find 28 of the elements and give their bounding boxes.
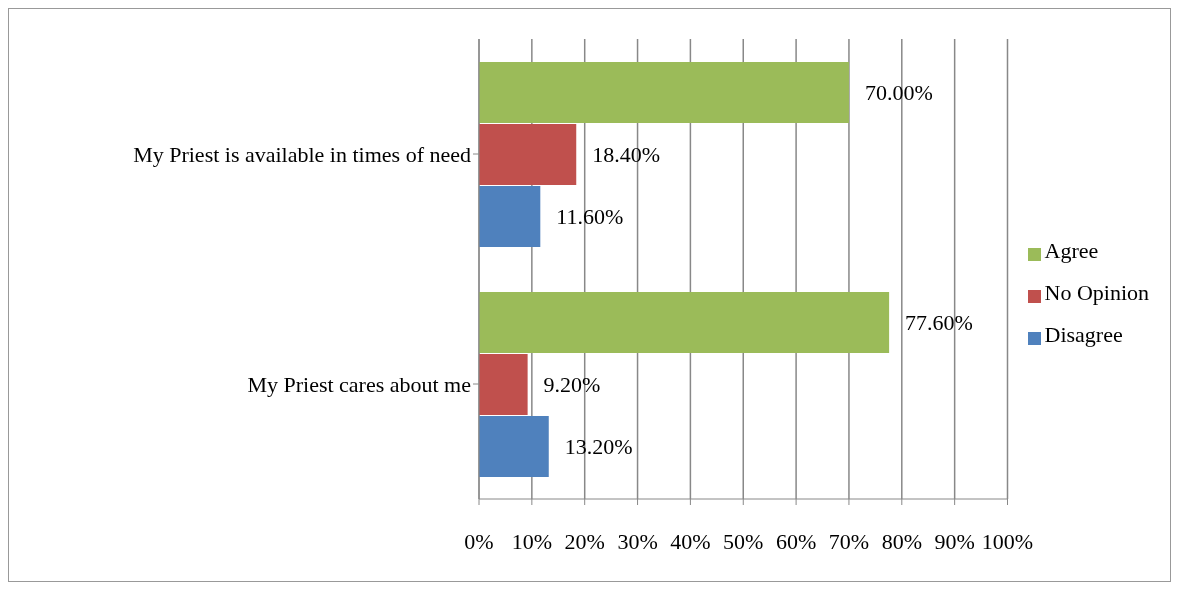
x-tick-label: 30% bbox=[617, 528, 658, 554]
x-tick-label: 100% bbox=[981, 528, 1034, 554]
data-label: 11.60% bbox=[556, 204, 624, 230]
bar bbox=[479, 292, 890, 353]
bar bbox=[479, 62, 849, 123]
data-label: 18.40% bbox=[592, 142, 661, 168]
x-tick-label: 10% bbox=[511, 528, 553, 554]
data-label: 77.60% bbox=[905, 310, 973, 336]
x-tick-label: 70% bbox=[828, 528, 870, 554]
x-tick-label: 0% bbox=[464, 528, 494, 554]
data-label: 9.20% bbox=[543, 372, 601, 398]
x-tick-label: 80% bbox=[881, 528, 922, 554]
bar bbox=[479, 354, 528, 415]
x-tick-label: 40% bbox=[670, 528, 711, 554]
x-tick-label: 50% bbox=[723, 528, 764, 554]
bar bbox=[479, 416, 549, 477]
y-tick-label: My Priest cares about me bbox=[247, 372, 471, 397]
legend-label: Agree bbox=[1044, 238, 1099, 263]
y-tick-label: My Priest is available in times of need bbox=[133, 142, 471, 167]
x-tick-label: 20% bbox=[564, 528, 605, 554]
legend-label: Disagree bbox=[1044, 322, 1123, 347]
x-tick-label: 90% bbox=[934, 528, 975, 554]
bar bbox=[479, 124, 577, 185]
x-tick-label: 60% bbox=[775, 528, 817, 554]
data-label: 70.00% bbox=[864, 80, 933, 106]
legend-label: No Opinion bbox=[1044, 280, 1149, 305]
bar bbox=[479, 186, 541, 247]
data-label: 13.20% bbox=[564, 434, 633, 460]
